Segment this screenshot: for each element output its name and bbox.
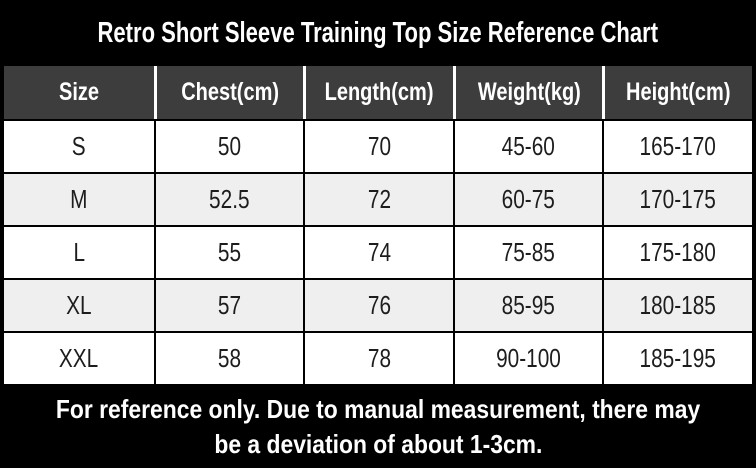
height-cell: 180-185 xyxy=(602,280,752,331)
table-row-l: L 55 74 75-85 175-180 xyxy=(4,225,752,278)
size-table: Size Chest(cm) Length(cm) Weight(kg) Hei… xyxy=(0,66,756,384)
height-cell: 165-170 xyxy=(602,121,752,172)
length-cell: 72 xyxy=(303,174,453,225)
height-cell: 175-180 xyxy=(602,227,752,278)
weight-cell: 45-60 xyxy=(452,121,603,172)
height-cell: 170-175 xyxy=(602,174,752,225)
chest-cell: 58 xyxy=(153,333,304,384)
title-band: Retro Short Sleeve Training Top Size Ref… xyxy=(0,0,756,66)
table-row-s: S 50 70 45-60 165-170 xyxy=(4,119,752,172)
table-row-xxl: XXL 58 78 90-100 185-195 xyxy=(4,331,752,384)
disclaimer-line-2: be a deviation of about 1-3cm. xyxy=(213,428,542,459)
size-cell: L xyxy=(73,237,85,267)
table-header-row: Size Chest(cm) Length(cm) Weight(kg) Hei… xyxy=(4,66,752,119)
size-cell: M xyxy=(70,184,88,214)
column-header-size: Size xyxy=(58,78,99,106)
chest-cell: 57 xyxy=(153,280,304,331)
size-cell: S xyxy=(71,131,86,161)
chest-cell: 50 xyxy=(153,121,304,172)
weight-cell: 60-75 xyxy=(452,174,603,225)
length-cell: 70 xyxy=(303,121,453,172)
weight-cell: 85-95 xyxy=(452,280,603,331)
size-cell: XXL xyxy=(59,343,99,373)
table-row-xl: XL 57 76 85-95 180-185 xyxy=(4,278,752,331)
disclaimer-line-1: For reference only. Due to manual measur… xyxy=(55,393,701,424)
weight-cell: 75-85 xyxy=(452,227,603,278)
column-header-length: Length(cm) xyxy=(303,66,453,119)
size-cell: XL xyxy=(66,290,92,320)
table-row-m: M 52.5 72 60-75 170-175 xyxy=(4,172,752,225)
weight-cell: 90-100 xyxy=(452,333,603,384)
length-cell: 76 xyxy=(303,280,453,331)
column-header-weight: Weight(kg) xyxy=(452,66,603,119)
column-header-chest: Chest(cm) xyxy=(153,66,304,119)
page-title: Retro Short Sleeve Training Top Size Ref… xyxy=(97,16,659,49)
length-cell: 78 xyxy=(303,333,453,384)
length-cell: 74 xyxy=(303,227,453,278)
chest-cell: 52.5 xyxy=(153,174,304,225)
disclaimer-footer: For reference only. Due to manual measur… xyxy=(0,384,756,468)
height-cell: 185-195 xyxy=(602,333,752,384)
chest-cell: 55 xyxy=(153,227,304,278)
column-header-height: Height(cm) xyxy=(602,66,752,119)
